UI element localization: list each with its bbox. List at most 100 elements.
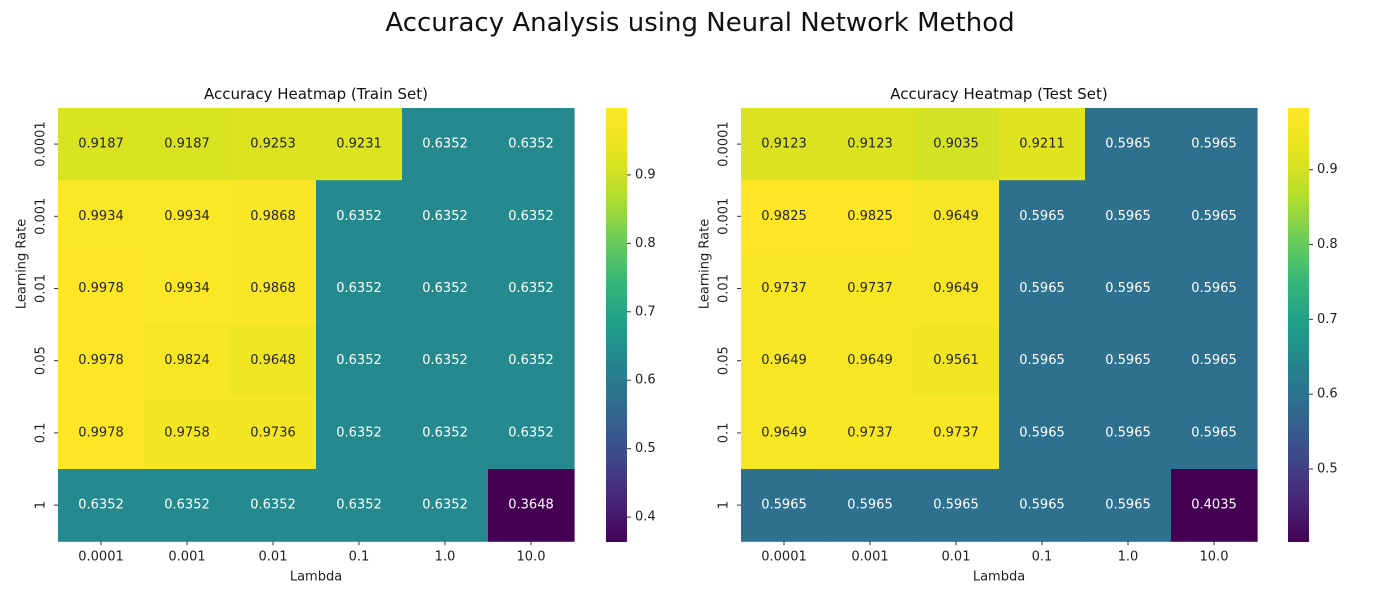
cell-value-label: 0.6352 xyxy=(250,498,296,513)
cell-value-label: 0.9978 xyxy=(78,353,124,368)
x-tick-label: 0.01 xyxy=(942,550,971,565)
colorbar-segment xyxy=(1288,367,1309,373)
colorbar-segment xyxy=(606,313,627,319)
colorbar-segment xyxy=(606,346,627,351)
heatmap-cell xyxy=(1171,324,1258,398)
colorbar-segment xyxy=(606,180,627,185)
heatmap-title: Accuracy Heatmap (Train Set) xyxy=(204,85,428,103)
colorbar-segment xyxy=(1288,342,1309,348)
colorbar-segment xyxy=(1288,346,1309,351)
x-tick-label: 10.0 xyxy=(1200,550,1229,565)
colorbar-segment xyxy=(1288,400,1309,405)
colorbar-segment xyxy=(606,133,627,138)
colorbar-segment xyxy=(1288,411,1309,416)
heatmap-cell xyxy=(230,324,317,398)
colorbar-segment xyxy=(606,172,627,178)
colorbar-segment xyxy=(606,270,627,275)
cell-value-label: 0.9211 xyxy=(1019,137,1065,152)
heatmap-cell xyxy=(999,324,1086,398)
colorbar-segment xyxy=(606,360,627,366)
y-tick-label: 0.01 xyxy=(34,274,49,303)
colorbar-segment xyxy=(1288,396,1309,402)
colorbar-segment xyxy=(1288,364,1309,369)
colorbar-segment xyxy=(606,349,627,355)
colorbar-segment xyxy=(606,440,627,445)
heatmap-cell xyxy=(402,180,489,253)
colorbar-segment xyxy=(1288,385,1309,391)
heatmap-cell xyxy=(1085,252,1172,326)
colorbar-segment xyxy=(1288,508,1309,514)
cell-value-label: 0.5965 xyxy=(847,498,893,513)
colorbar-segment xyxy=(1288,198,1309,203)
heatmap-cell xyxy=(488,252,575,326)
colorbar-segment xyxy=(606,523,627,528)
colorbar-segment xyxy=(1288,353,1309,358)
figure-title: Accuracy Analysis using Neural Network M… xyxy=(385,8,1015,38)
heatmap-cell xyxy=(144,108,231,181)
heatmap-cell xyxy=(741,180,828,253)
heatmap-cell xyxy=(316,180,403,253)
colorbar-segment xyxy=(606,266,627,272)
colorbar-segment xyxy=(1288,187,1309,192)
colorbar-segment xyxy=(606,310,627,315)
colorbar-segment xyxy=(606,490,627,496)
colorbar-segment xyxy=(606,194,627,200)
cell-value-label: 0.5965 xyxy=(1191,281,1237,296)
colorbar-segment xyxy=(1288,440,1309,445)
heatmap-cell xyxy=(316,396,403,470)
cell-value-label: 0.9868 xyxy=(250,209,296,224)
colorbar-segment xyxy=(1288,494,1309,499)
colorbar-segment xyxy=(606,357,627,362)
cell-value-label: 0.6352 xyxy=(508,425,554,440)
colorbar-tick-label: 0.9 xyxy=(1317,162,1338,177)
heatmap-cell xyxy=(144,396,231,470)
cell-value-label: 0.9649 xyxy=(933,281,979,296)
heatmap-cell xyxy=(741,396,828,470)
cell-value-label: 0.9561 xyxy=(933,353,979,368)
colorbar-segment xyxy=(606,129,627,135)
x-axis-label: Lambda xyxy=(290,570,342,585)
cell-value-label: 0.6352 xyxy=(164,498,210,513)
heatmap-cell xyxy=(999,252,1086,326)
heatmap-cell xyxy=(827,252,914,326)
x-tick-label: 1.0 xyxy=(435,550,456,565)
colorbar-segment xyxy=(606,241,627,246)
colorbar-segment xyxy=(606,396,627,402)
colorbar-segment xyxy=(606,263,627,268)
cell-value-label: 0.6352 xyxy=(508,353,554,368)
cell-value-label: 0.5965 xyxy=(1105,209,1151,224)
colorbar-tick-label: 0.8 xyxy=(635,236,656,251)
colorbar-segment xyxy=(1288,487,1309,492)
colorbar-segment xyxy=(1288,320,1309,326)
colorbar-segment xyxy=(606,339,627,344)
colorbar-segment xyxy=(1288,461,1309,467)
colorbar-segment xyxy=(606,501,627,506)
colorbar-segment xyxy=(606,425,627,431)
colorbar-segment xyxy=(1288,288,1309,293)
colorbar-segment xyxy=(606,483,627,488)
colorbar-segment xyxy=(606,353,627,358)
colorbar-segment xyxy=(606,476,627,481)
colorbar-segment xyxy=(1288,454,1309,459)
colorbar-segment xyxy=(606,317,627,322)
colorbar-segment xyxy=(1288,165,1309,171)
colorbar-segment xyxy=(1288,245,1309,250)
y-tick-label: 0.01 xyxy=(717,274,732,303)
heatmap-cell xyxy=(58,108,145,181)
heatmap-cell xyxy=(1085,396,1172,470)
colorbar-segment xyxy=(606,450,627,456)
x-tick-label: 0.1 xyxy=(1032,550,1053,565)
colorbar-segment xyxy=(1288,223,1309,228)
heatmap-cell xyxy=(230,108,317,181)
heatmap-cell xyxy=(402,108,489,181)
colorbar-segment xyxy=(1288,476,1309,481)
y-tick-label: 0.001 xyxy=(34,198,49,235)
colorbar-segment xyxy=(606,136,627,142)
colorbar-segment xyxy=(606,187,627,192)
heatmap-cell xyxy=(58,469,145,542)
heatmap-cell xyxy=(1171,108,1258,181)
colorbar-segment xyxy=(1288,295,1309,301)
heatmap-title: Accuracy Heatmap (Test Set) xyxy=(890,85,1108,103)
colorbar-segment xyxy=(606,219,627,225)
x-tick-label: 0.0001 xyxy=(761,550,807,565)
